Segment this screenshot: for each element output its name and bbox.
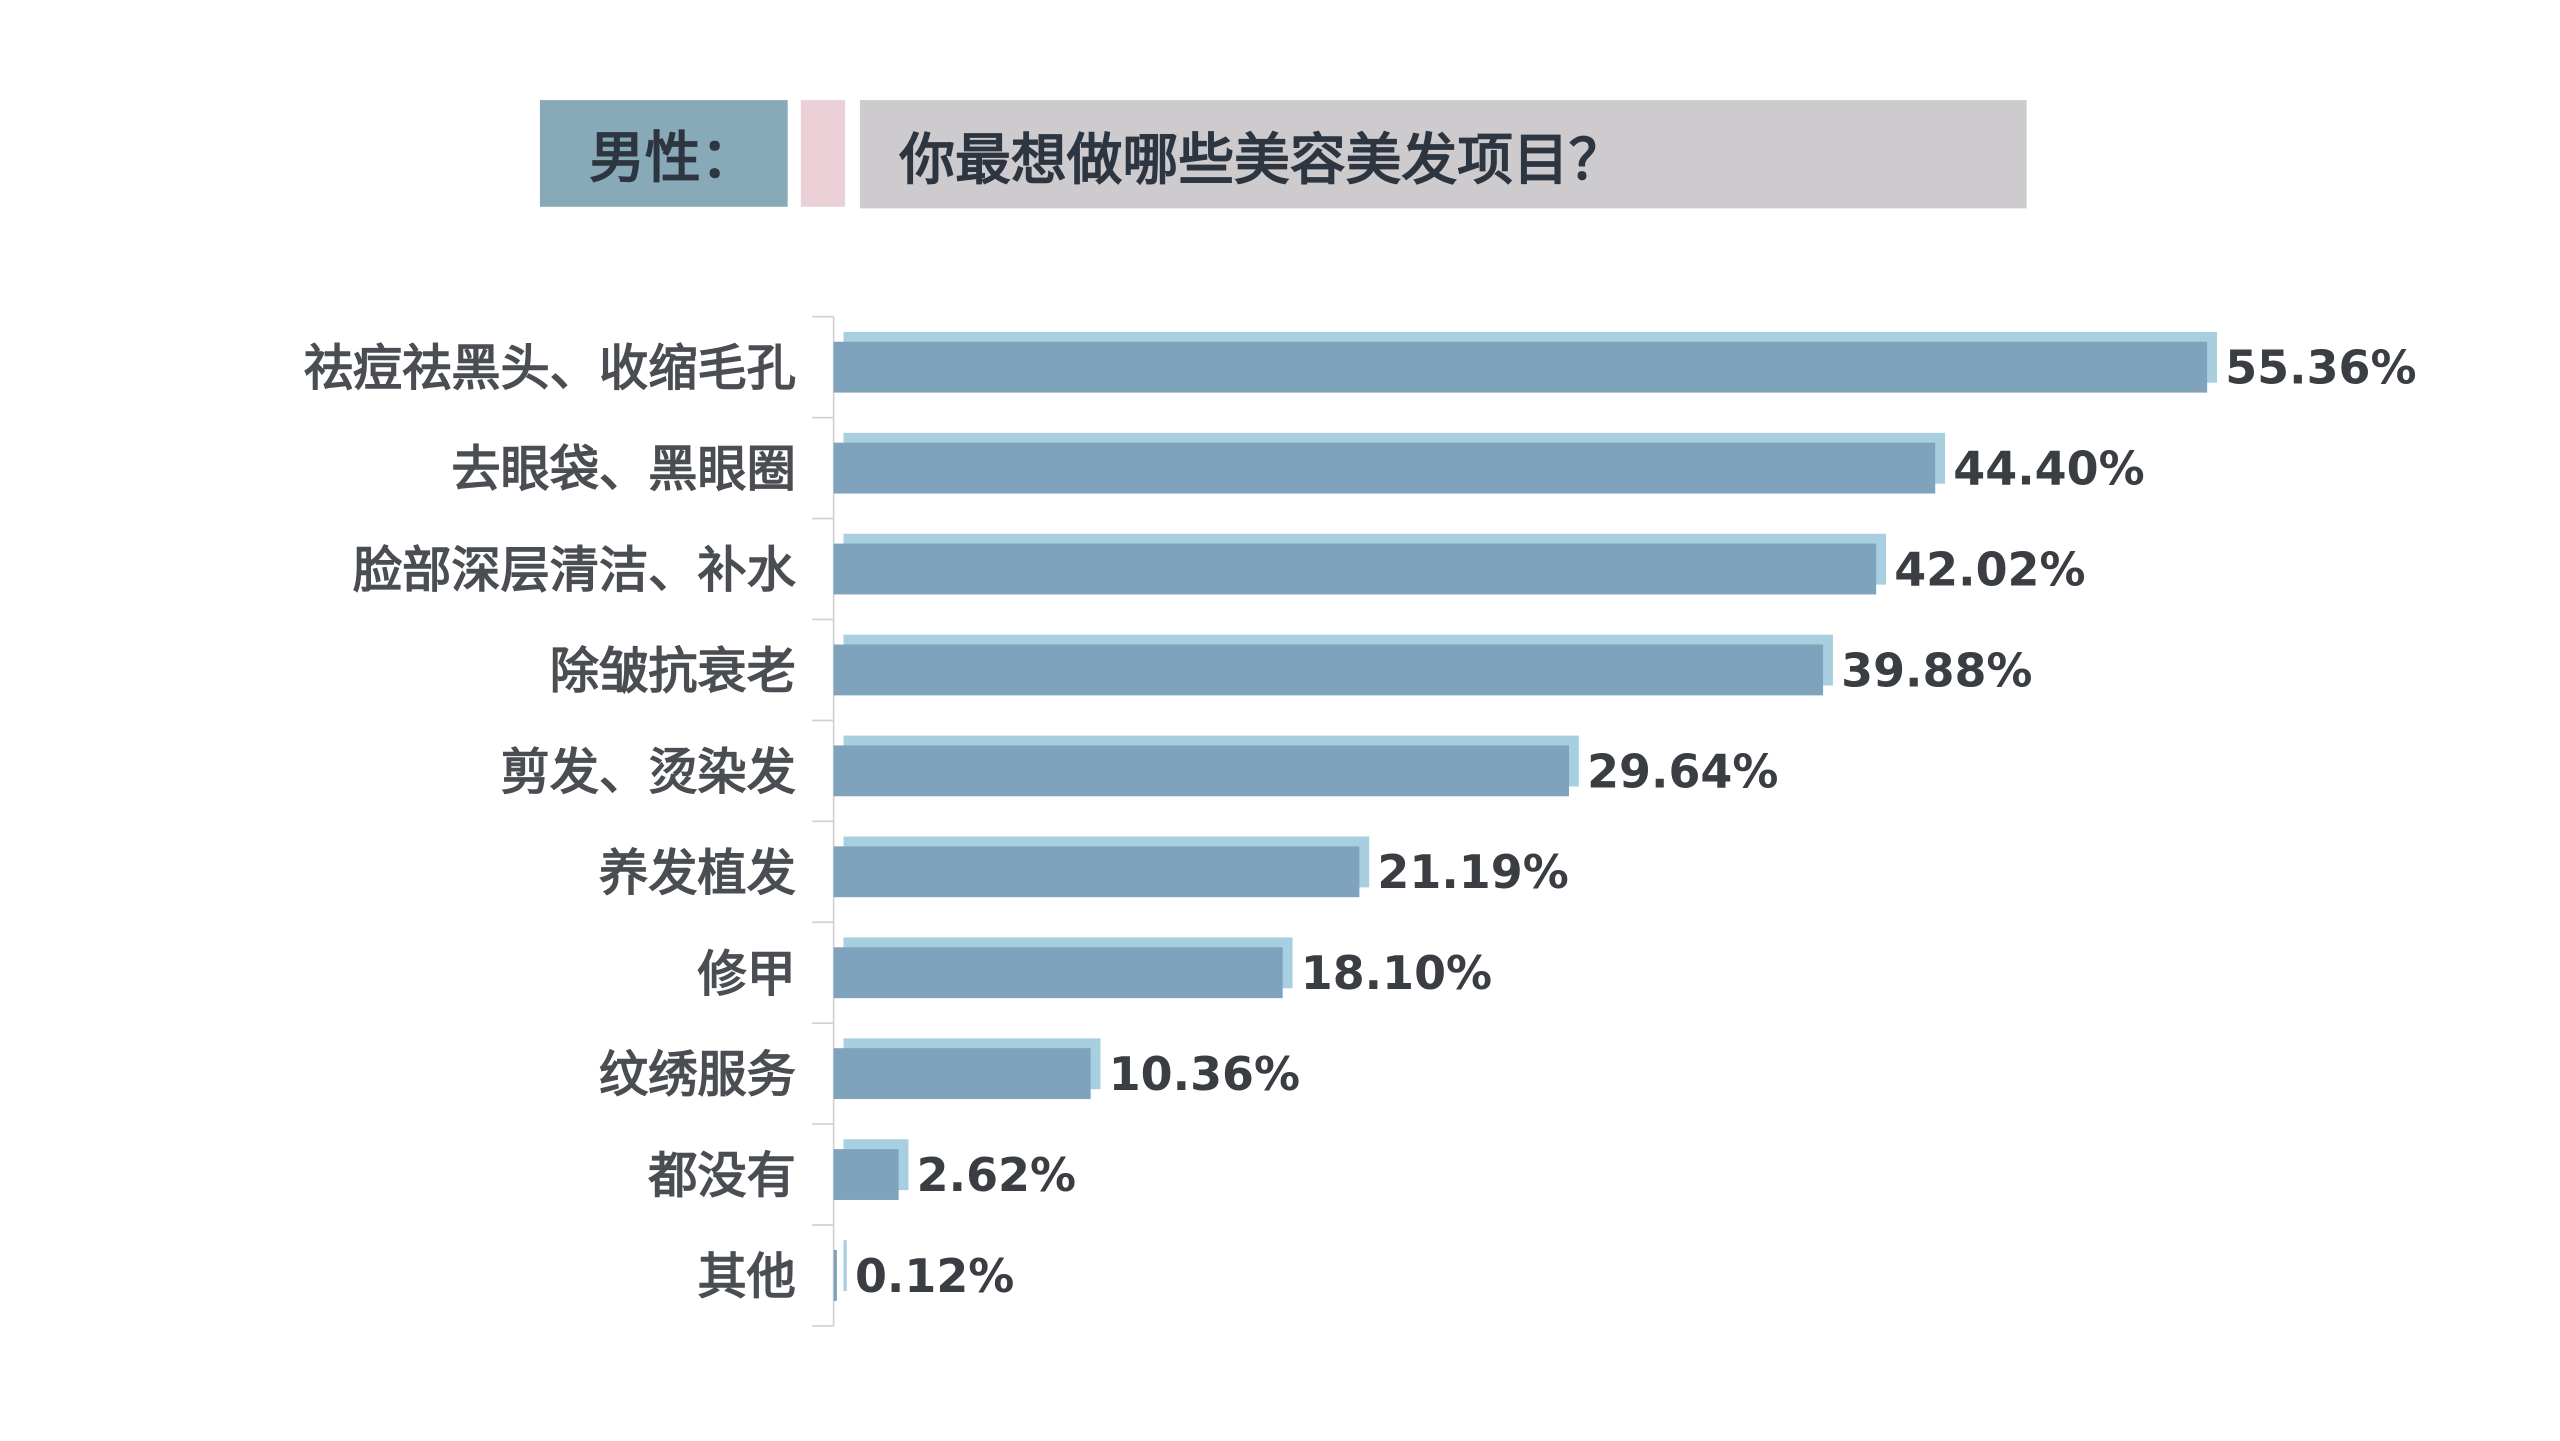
category-label: 其他 (697, 1248, 795, 1306)
data-label: 39.88% (1841, 643, 2032, 697)
bar (833, 846, 1360, 898)
bar (833, 442, 1936, 494)
data-label: 29.64% (1587, 744, 1778, 798)
data-label: 21.19% (1377, 845, 1568, 899)
bar (833, 1048, 1091, 1100)
bar-shadow (843, 1240, 847, 1292)
category-label: 祛痘祛黑头、收缩毛孔 (304, 339, 796, 397)
bar (833, 1149, 899, 1200)
category-label: 修甲 (697, 945, 795, 1003)
chart-title: 你最想做哪些美容美发项目？ (899, 127, 1625, 193)
category-label: 都没有 (647, 1147, 796, 1205)
category-label: 养发植发 (599, 844, 796, 902)
category-label: 脸部深层清洁、补水 (353, 541, 797, 599)
data-label: 55.36% (2225, 341, 2416, 395)
data-label: 42.02% (1894, 542, 2085, 596)
data-label: 0.12% (855, 1249, 1014, 1303)
category-label: 剪发、烫染发 (501, 743, 796, 801)
data-label: 2.62% (917, 1148, 1076, 1202)
category-label: 去眼袋、黑眼圈 (451, 440, 796, 498)
data-label: 18.10% (1301, 946, 1492, 1000)
category-label: 除皱抗衰老 (550, 642, 796, 700)
accent-strip (800, 100, 846, 207)
bar (833, 543, 1877, 595)
gender-label-box: 男性： (539, 100, 788, 207)
bar (833, 341, 2208, 393)
bar (833, 1250, 837, 1301)
bar (833, 644, 1824, 696)
bar (833, 745, 1570, 797)
data-label: 44.40% (1953, 442, 2144, 496)
data-label: 10.36% (1109, 1047, 1300, 1101)
category-label: 纹绣服务 (599, 1046, 796, 1104)
question-box: 你最想做哪些美容美发项目？ (859, 100, 2027, 209)
gender-label: 男性： (589, 126, 757, 192)
bar (833, 947, 1283, 999)
